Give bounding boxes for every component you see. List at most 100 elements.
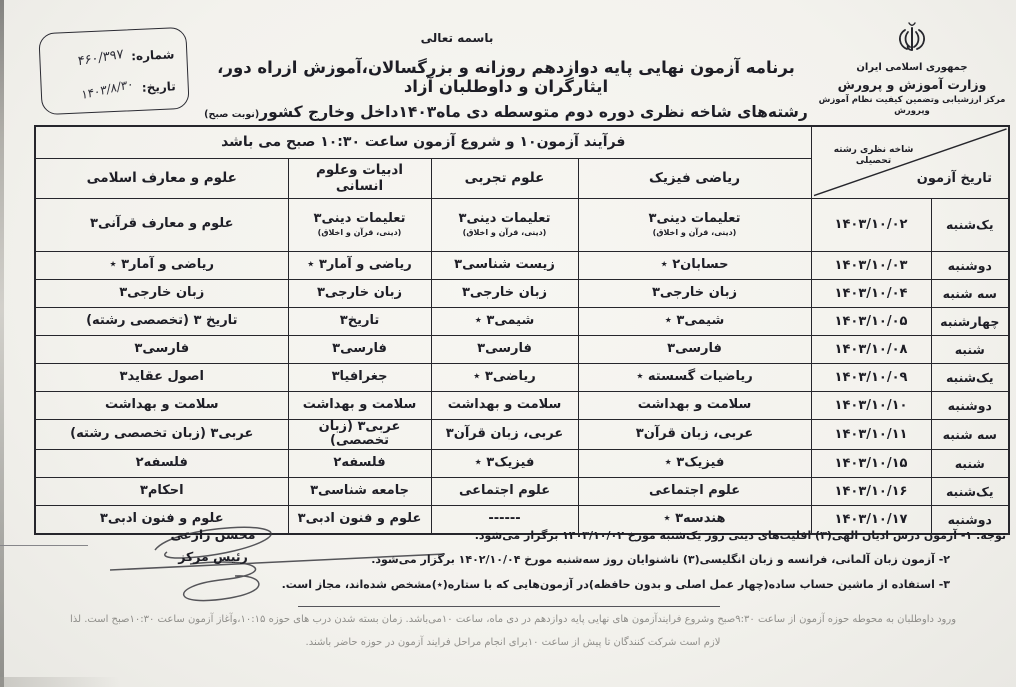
exam-subject-cell: علوم و فنون ادبی۳ (287, 505, 432, 535)
exam-day-cell: یک‌شنبه (930, 477, 1010, 507)
column-header-literature-humanities: ادبیات وعلوم انسانی (287, 157, 432, 199)
footer-line-2: لازم است شرکت کنندگان تا پیش از ساعت ۱۰ب… (305, 637, 721, 648)
exam-subject-cell: سلامت و بهداشت (34, 390, 289, 420)
subject-name: علوم و فنون ادبی۳ (99, 511, 224, 527)
iran-emblem-icon (814, 20, 1010, 60)
exam-day-cell: یک‌شنبه (930, 362, 1010, 392)
title-line-2-main: رشته‌های شاخه نظری دوره دوم متوسطه دی ما… (259, 103, 808, 121)
agency-ministry-line: وزارت آموزش و پرورش (837, 76, 987, 92)
exam-date-cell: ۱۴۰۳/۱۰/۱۵ (810, 449, 932, 479)
exam-date-cell: ۱۴۰۳/۱۰/۱۰ (810, 390, 932, 420)
title-line-2: رشته‌های شاخه نظری دوره دوم متوسطه دی ما… (192, 103, 820, 121)
exam-schedule-table: شاخه نظری رشته تحصیلی تاریخ آزمون فرآیند… (34, 125, 1011, 535)
subject-name: شیمی۳ ٭ (664, 312, 725, 328)
exam-subject-cell: زبان خارجی۳ (430, 278, 579, 308)
exam-subject-cell: سلامت و بهداشت (430, 390, 579, 420)
table-header-row-1: شاخه نظری رشته تحصیلی تاریخ آزمون فرآیند… (34, 125, 1010, 199)
subject-name: شیمی۳ ٭ (474, 312, 535, 328)
exam-date-cell: ۱۴۰۳/۱۰/۰۸ (810, 334, 932, 364)
table-row: چهارشنبه ۱۴۰۳/۱۰/۰۵ شیمی۳ ٭ شیمی۳ ٭ تاریخ۳ تا… (34, 306, 1010, 336)
subject-name: علوم اجتماعی (458, 483, 551, 499)
exam-subject-cell: ریاضی و آمار۳ ٭ (34, 250, 289, 280)
exam-subject-cell: فلسفه۲ (34, 449, 289, 479)
column-header-experimental-sciences: علوم تجربی (430, 157, 579, 199)
table-row: یک‌شنبه ۱۴۰۳/۱۰/۰۲ تعلیمات دینی۳ (دینی، قرآ… (34, 197, 1010, 252)
exam-subject-cell: علوم اجتماعی (577, 477, 812, 507)
exam-subject-cell: جغرافیا۳ (287, 362, 432, 392)
subject-subtitle: (دینی، قرآن و اخلاق) (652, 227, 737, 237)
exam-subject-cell: زبان خارجی۳ (287, 278, 432, 308)
signatory-title: رئیس مرکز (178, 549, 248, 564)
subject-name: عربی۳ (زبان تخصصی) (318, 418, 401, 449)
subject-name: سلامت و بهداشت (104, 396, 219, 412)
exam-subject-cell: ریاضی۳ ٭ (430, 362, 579, 392)
subject-name: فیزیک۳ ٭ (474, 455, 535, 471)
signature-block: محسن زارعی رئیس مرکز (118, 527, 308, 564)
subject-subtitle: (دینی، قرآن و اخلاق) (317, 227, 402, 237)
exam-date-cell: ۱۴۰۳/۱۰/۱۷ (810, 505, 932, 535)
subject-name: فیزیک۳ ٭ (664, 455, 725, 471)
subject-name: ریاضی و آمار۳ ٭ (109, 256, 215, 272)
corner-branch-label: شاخه نظری رشته تحصیلی (833, 145, 914, 167)
exam-date-cell: ۱۴۰۳/۱۰/۱۱ (810, 418, 932, 451)
subject-name: تعلیمات دینی۳ (648, 210, 741, 226)
subject-name: علوم اجتماعی (648, 483, 741, 499)
exam-date-cell: ۱۴۰۳/۱۰/۰۴ (810, 278, 932, 308)
exam-subject-cell: تاریخ۳ (287, 306, 432, 336)
exam-day-cell: دوشنبه (930, 250, 1010, 280)
ref-date-handwritten-value: ۱۴۰۳/۸/۳۰ (81, 76, 134, 103)
subject-name: احکام۳ (139, 483, 184, 499)
table-row: سه شنبه ۱۴۰۳/۱۰/۰۴ زبان خارجی۳ زبان خارجی۳ ز… (34, 278, 1010, 308)
exam-subject-cell: اصول عقاید۳ (34, 362, 289, 392)
exam-subject-cell: شیمی۳ ٭ (430, 306, 579, 336)
exam-date-cell: ۱۴۰۳/۱۰/۰۹ (810, 362, 932, 392)
table-row: شنبه ۱۴۰۳/۱۰/۱۵ فیزیک۳ ٭ فیزیک۳ ٭ فلسفه۲ فلسف… (34, 449, 1010, 479)
exam-date-cell: ۱۴۰۳/۱۰/۰۵ (810, 306, 932, 336)
exam-subject-cell: ریاضی و آمار۳ ٭ (287, 250, 432, 280)
exam-subject-cell: فیزیک۳ ٭ (577, 449, 812, 479)
subject-name: هندسه۳ ٭ (663, 511, 726, 527)
exam-subject-cell: تعلیمات دینی۳ (دینی، قرآن و اخلاق) (287, 197, 432, 252)
subject-name: عربی۳ (زبان تخصصی رشته) (70, 425, 254, 441)
table-row: دوشنبه ۱۴۰۳/۱۰/۱۰ سلامت و بهداشت سلامت و به… (34, 390, 1010, 420)
corner-header-cell: شاخه نظری رشته تحصیلی تاریخ آزمون (810, 125, 1010, 199)
exam-subject-cell: زبان خارجی۳ (577, 278, 812, 308)
document-title: برنامه آزمون نهایی پایه دوازدهم روزانه و… (192, 58, 820, 121)
exam-table-body: یک‌شنبه ۱۴۰۳/۱۰/۰۲ تعلیمات دینی۳ (دینی، قرآ… (34, 197, 1010, 535)
exam-day-cell: چهارشنبه (930, 306, 1010, 336)
exam-subject-cell: تاریخ ۳ (تخصصی رشته) (34, 306, 289, 336)
exam-subject-cell: فارسی۳ (34, 334, 289, 364)
subject-name: جغرافیا۳ (331, 368, 388, 384)
exam-date-cell: ۱۴۰۳/۱۰/۰۳ (810, 250, 932, 280)
table-row: یک‌شنبه ۱۴۰۳/۱۰/۰۹ ریاضیات گسسته ٭ ریاضی۳ ٭… (34, 362, 1010, 392)
subject-name: فارسی۳ (667, 340, 722, 356)
subject-name: ------ (488, 511, 521, 527)
ref-number-label: شماره: (130, 47, 175, 64)
subject-name: تعلیمات دینی۳ (313, 210, 406, 226)
exam-subject-cell: فارسی۳ (430, 334, 579, 364)
exam-subject-cell: زبان خارجی۳ (34, 278, 289, 308)
subject-name: علوم و معارف قرآنی۳ (90, 216, 234, 232)
table-row: شنبه ۱۴۰۳/۱۰/۰۸ فارسی۳ فارسی۳ فارسی۳ فارسی۳ (34, 334, 1010, 364)
subject-name: تعلیمات دینی۳ (458, 210, 551, 226)
exam-day-cell: سه شنبه (930, 278, 1010, 308)
subject-name: تاریخ ۳ (تخصصی رشته) (86, 312, 238, 328)
exam-day-cell: سه شنبه (930, 418, 1010, 451)
table-row: یک‌شنبه ۱۴۰۳/۱۰/۱۶ علوم اجتماعی علوم اجتماع… (34, 477, 1010, 507)
exam-subject-cell: زیست شناسی۳ (430, 250, 579, 280)
exam-subject-cell: عربی، زبان قرآن۳ (577, 418, 812, 451)
corner-exam-date-label: تاریخ آزمون (916, 170, 993, 186)
exam-subject-cell: سلامت و بهداشت (287, 390, 432, 420)
ref-date-row: تاریخ: ۱۴۰۳/۸/۳۰ (49, 70, 176, 107)
subject-name: حسابان۲ ٭ (660, 256, 729, 272)
subject-name: زیست شناسی۳ (454, 256, 555, 272)
footer-instructions: ورود داوطلبان به محوطه حوزه آزمون از ساع… (20, 614, 1006, 648)
scan-line-artifact (0, 545, 88, 546)
notes-divider-line (298, 606, 720, 607)
exam-subject-cell: احکام۳ (34, 477, 289, 507)
exam-subject-cell: عربی۳ (زبان تخصصی رشته) (34, 418, 289, 451)
exam-subject-cell: جامعه شناسی۳ (287, 477, 432, 507)
subject-name: سلامت و بهداشت (302, 396, 417, 412)
exam-subject-cell: فلسفه۲ (287, 449, 432, 479)
